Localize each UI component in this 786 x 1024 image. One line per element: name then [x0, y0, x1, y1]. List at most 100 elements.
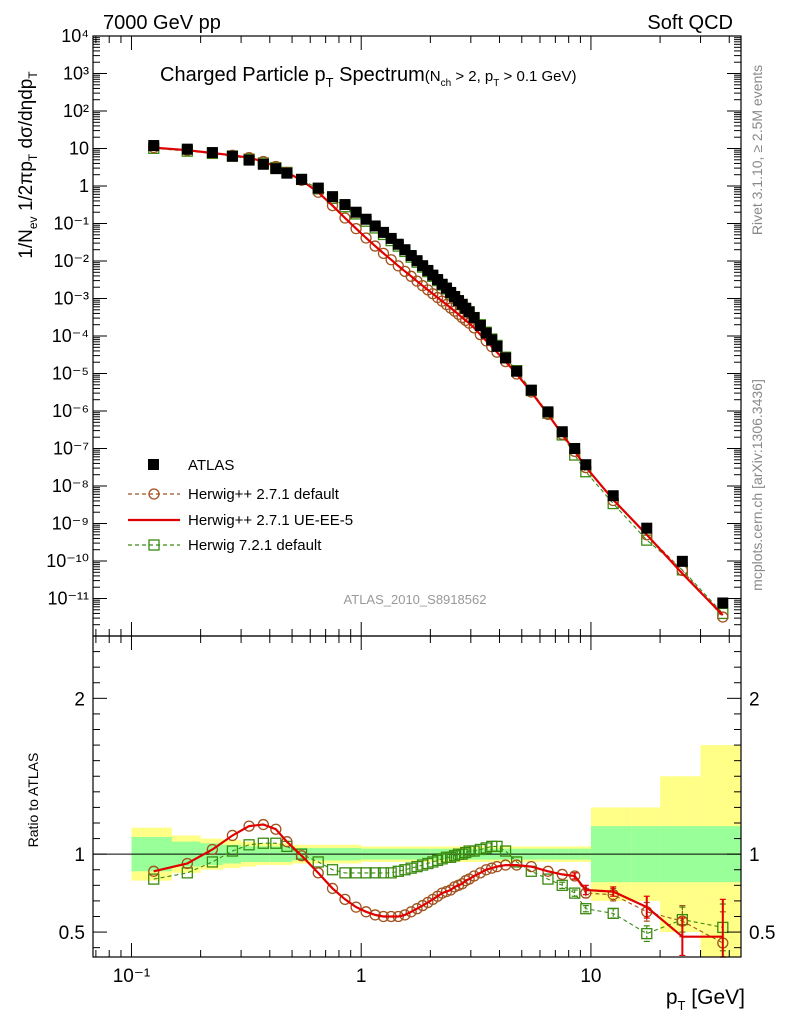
ratio-herwig7-point — [405, 862, 417, 874]
ratio-herwig7-point — [580, 903, 592, 915]
atlas-data-point — [607, 490, 619, 502]
atlas-data-point — [206, 147, 218, 159]
ratio-y-axis-label: Ratio to ATLAS — [25, 753, 41, 848]
legend-herwig7-label: Herwig 7.2.1 default — [188, 537, 322, 554]
atlas-data-point — [312, 182, 324, 194]
ratio-herwig-default-point — [486, 862, 498, 874]
ratio-herwig7-point — [474, 843, 486, 856]
ratio-y-tick-label-right: 0.5 — [749, 923, 775, 944]
x-tick-labels: 10⁻¹ 1 10 — [113, 966, 602, 987]
atlas-data-point — [369, 220, 381, 232]
ratio-y-tick-label-right: 1 — [749, 845, 760, 866]
legend-atlas-label: ATLAS — [188, 457, 234, 474]
ratio-herwig7-point — [206, 856, 219, 868]
atlas-data-point — [500, 352, 512, 364]
atlas-data-point — [385, 232, 397, 244]
ratio-herwig7-point — [148, 873, 160, 885]
ratio-herwig-default-point — [181, 857, 193, 870]
atlas-data-point — [392, 238, 404, 250]
ratio-herwig7-point — [641, 927, 653, 940]
ratio-herwig-default-point — [339, 893, 351, 905]
atlas-data-point — [226, 150, 238, 162]
atlas-data-point — [377, 226, 389, 238]
atlas-data-point — [468, 312, 480, 324]
ratio-herwig7-point — [243, 839, 255, 851]
x-axis-label: pT [GeV] — [666, 986, 745, 1013]
y-tick-label: 10⁻⁷ — [53, 439, 89, 459]
ratio-herwig7-point — [511, 856, 523, 868]
y-tick-label: 10⁻¹⁰ — [46, 551, 89, 571]
atlas-data-point — [525, 384, 537, 396]
legend-atlas-marker — [148, 459, 159, 470]
ratio-herwig7-point — [456, 848, 468, 860]
atlas-data-point — [296, 173, 308, 185]
ratio-herwig-default-point — [148, 865, 160, 877]
ratio-y-tick-label: 2 — [74, 689, 85, 710]
ratio-herwig-default-point — [399, 909, 411, 921]
y-tick-label: 10⁻¹ — [53, 214, 89, 234]
legend-herwig-default-marker — [148, 488, 160, 500]
rivet-version-label: Rivet 3.1.10, ≥ 2.5M events — [749, 65, 765, 235]
herwig-default-point — [360, 232, 372, 244]
analysis-id-label: ATLAS_2010_S8918562 — [344, 592, 487, 607]
plot-title: Charged Particle pT Spectrum(Nch > 2, pT… — [160, 64, 577, 90]
ratio-herwig7-point — [226, 845, 239, 857]
y-tick-label: 10⁻² — [53, 251, 89, 271]
ratio-herwig7-point — [270, 837, 282, 849]
ratio-uncertainty-bands — [131, 745, 741, 957]
ratio-herwig7-point — [444, 851, 457, 863]
atlas-data-point — [350, 206, 362, 218]
atlas-data-point — [339, 199, 351, 211]
herwig-default-point — [385, 254, 397, 266]
ratio-herwig-default-point — [270, 823, 282, 835]
ratio-herwig7-point — [392, 865, 404, 877]
ratio-herwig-default-point — [411, 903, 423, 915]
ratio-herwig7-point — [369, 867, 381, 879]
y-tick-label: 10² — [63, 101, 89, 121]
main-axis-ticks — [93, 35, 741, 637]
atlas-data-point — [511, 365, 523, 377]
y-tick-label: 10⁴ — [61, 26, 89, 46]
ratio-herwig7-point — [436, 853, 448, 865]
ratio-herwig7-point — [326, 864, 339, 876]
ratio-herwig7-point — [377, 867, 390, 879]
ratio-herwig7-point — [448, 850, 461, 862]
atlas-data-point — [181, 143, 193, 155]
mcplots-label: mcplots.cern.ch [arXiv:1306.3436] — [749, 379, 765, 591]
ratio-herwig7-point — [339, 867, 351, 879]
ratio-plot-frame — [92, 635, 742, 958]
ratio-herwig-default-point — [206, 843, 219, 856]
y-tick-label: 10⁻⁸ — [52, 476, 89, 496]
atlas-data-point — [257, 158, 269, 170]
atlas-data-point — [463, 306, 475, 318]
ratio-herwig7-point — [607, 907, 619, 920]
y-tick-label: 10⁻⁶ — [52, 401, 89, 421]
legend-herwig7-marker — [148, 539, 160, 551]
atlas-data-point — [360, 213, 372, 225]
herwig-default-point — [392, 260, 404, 272]
atlas-data-point — [556, 426, 568, 438]
y-tick-label: 10 — [69, 139, 89, 159]
atlas-data-point — [270, 163, 282, 175]
atlas-data-point — [327, 191, 339, 203]
y-tick-label: 10³ — [63, 64, 89, 84]
atlas-data-point — [399, 244, 411, 256]
herwig-default-point — [377, 247, 390, 259]
x-tick-label: 1 — [356, 966, 367, 987]
ratio-y-tick-label-right: 2 — [749, 689, 760, 710]
main-series-group — [148, 140, 729, 623]
ratio-axis-ticks — [93, 636, 741, 957]
ratio-herwig-default-point — [468, 870, 480, 882]
atlas-data-point — [542, 406, 554, 418]
ratio-herwig7-point — [460, 846, 472, 859]
y-tick-label: 10⁻⁵ — [52, 364, 89, 384]
main-series-0 — [148, 140, 729, 609]
y-tick-label: 10⁻⁹ — [52, 514, 89, 534]
atlas-data-point — [717, 597, 729, 609]
header-soft-qcd-label: Soft QCD — [647, 12, 733, 34]
ratio-herwig7-point — [257, 837, 269, 849]
ratio-herwig7-point — [399, 864, 411, 876]
herwig-default-point — [717, 611, 729, 623]
x-tick-label: 10⁻¹ — [113, 966, 151, 987]
